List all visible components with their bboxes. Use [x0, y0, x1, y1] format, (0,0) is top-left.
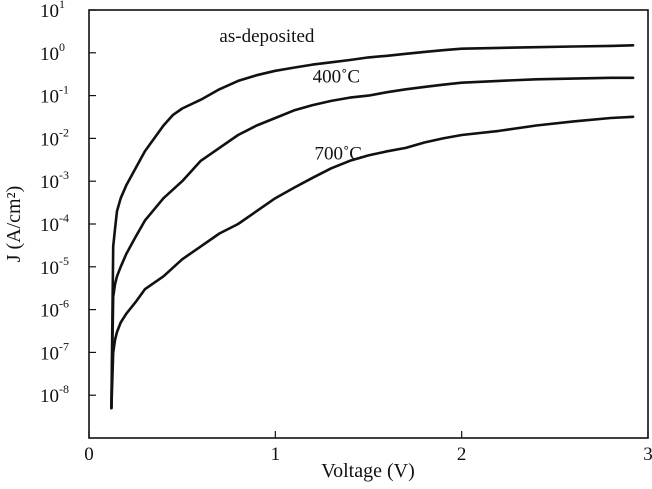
y-tick-label-exponent: -5 — [59, 254, 69, 268]
y-tick-label: 10-3 — [40, 168, 69, 193]
y-tick-label: 100 — [40, 40, 65, 65]
y-tick-label-exponent: -1 — [59, 83, 69, 97]
y-tick-label-base: 10 — [40, 258, 59, 279]
y-tick-label-exponent: 0 — [59, 40, 65, 54]
series-label: 400˚C — [313, 67, 361, 88]
y-tick-label: 101 — [40, 0, 65, 22]
y-tick-label-base: 10 — [40, 386, 59, 407]
y-tick-label-base: 10 — [40, 172, 59, 193]
x-tick-label: 3 — [643, 444, 652, 465]
y-tick-label: 10-8 — [40, 382, 69, 407]
y-tick-label-base: 10 — [40, 215, 59, 236]
y-tick-label-exponent: -8 — [59, 382, 69, 396]
series-labels: as-deposited 400˚C 700˚C — [219, 26, 362, 165]
x-axis-ticks: 0 1 2 3 — [84, 431, 652, 465]
y-tick-label-exponent: -4 — [59, 211, 69, 225]
x-tick-label: 2 — [457, 444, 467, 465]
series-line — [110, 115, 635, 410]
y-tick-label-exponent: -2 — [59, 125, 69, 139]
series-line — [110, 76, 635, 410]
y-tick-label-exponent: -3 — [59, 168, 69, 182]
y-tick-label: 10-7 — [40, 339, 69, 364]
y-tick-label: 10-5 — [40, 254, 69, 279]
y-tick-label-exponent: -7 — [59, 339, 69, 353]
series-line — [110, 44, 635, 410]
x-axis-title: Voltage (V) — [321, 460, 415, 482]
y-tick-label-base: 10 — [40, 301, 59, 322]
x-tick-label: 0 — [84, 444, 94, 465]
y-tick-label: 10-4 — [40, 211, 69, 236]
y-tick-label-base: 10 — [40, 343, 59, 364]
series-lines — [110, 44, 635, 410]
y-tick-label: 10-6 — [40, 297, 69, 322]
x-tick-label: 1 — [271, 444, 281, 465]
plot-frame — [88, 9, 649, 439]
y-tick-label-exponent: 1 — [59, 0, 65, 11]
y-tick-label: 10-2 — [40, 125, 69, 150]
series-label: 700˚C — [314, 144, 362, 165]
y-tick-label-exponent: -6 — [59, 297, 69, 311]
y-tick-label-base: 10 — [40, 1, 59, 22]
series-label: as-deposited — [219, 26, 314, 47]
y-tick-label-base: 10 — [40, 44, 59, 65]
y-tick-label-base: 10 — [40, 87, 59, 108]
y-tick-label-base: 10 — [40, 129, 59, 150]
y-tick-label: 10-1 — [40, 83, 69, 108]
y-axis-title: J (A/cm²) — [3, 186, 25, 263]
